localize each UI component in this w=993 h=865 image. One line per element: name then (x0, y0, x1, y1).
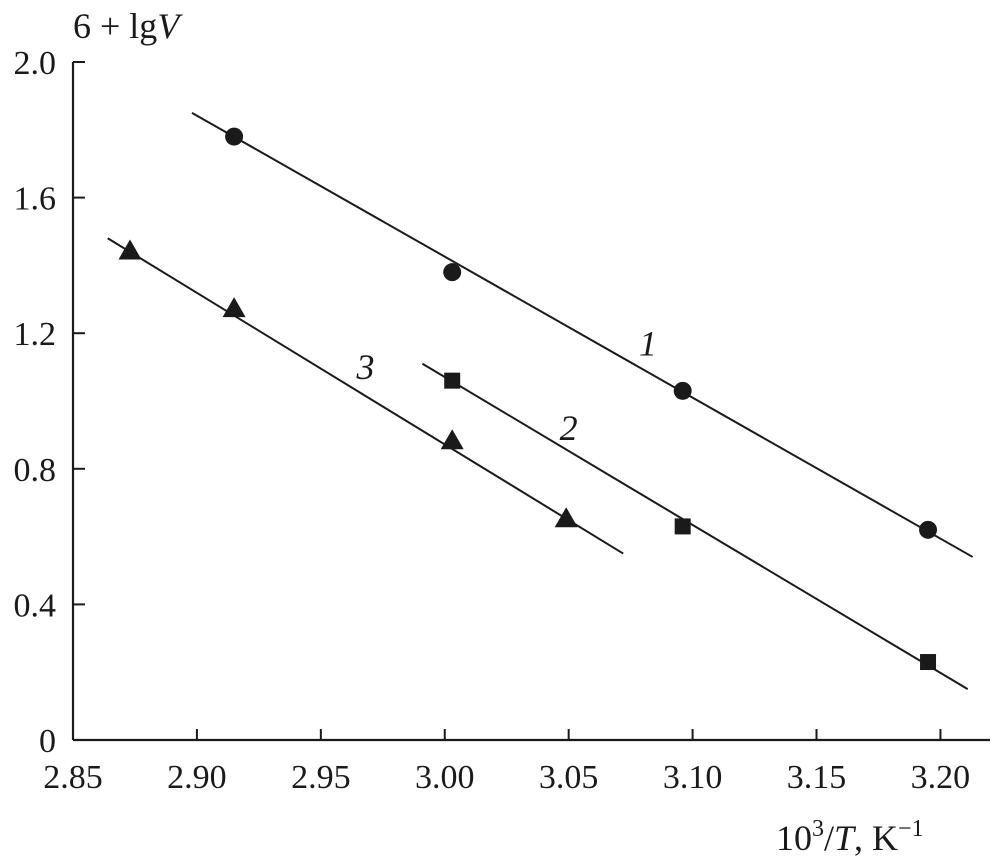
y-tick-label: 1.2 (14, 316, 57, 353)
series-label-2: 2 (560, 408, 578, 448)
x-tick-label: 3.10 (663, 759, 723, 796)
circle-marker (673, 381, 692, 400)
series-label-3: 3 (355, 347, 374, 387)
y-tick-label: 0 (39, 723, 56, 760)
x-tick-label: 2.90 (167, 759, 227, 796)
x-tick-label: 3.05 (539, 759, 599, 796)
y-tick-label: 1.6 (14, 181, 57, 218)
series-labels: 1 2 3 (355, 323, 657, 448)
square-marker (444, 372, 461, 389)
circle-marker (225, 127, 244, 146)
y-axis-title: 6 + lgV (73, 6, 183, 46)
y-tick-label: 0.4 (14, 587, 57, 624)
triangle-marker (440, 429, 464, 450)
x-tick-label: 3.15 (787, 759, 847, 796)
fit-line-3 (107, 237, 624, 555)
triangle-marker (222, 297, 246, 318)
circle-marker (443, 263, 462, 282)
data-markers (118, 127, 938, 671)
x-axis-title: 103/T, K−1 (776, 816, 924, 858)
fit-lines (107, 111, 974, 691)
series-label-1: 1 (639, 323, 657, 363)
x-tick-label: 3.20 (911, 759, 971, 796)
y-tick-label: 2.0 (14, 45, 57, 82)
triangle-marker (118, 239, 142, 260)
y-tick-label: 0.8 (14, 452, 57, 489)
x-tick-label: 2.95 (291, 759, 351, 796)
square-marker (674, 518, 691, 535)
axes: 2.85 2.90 2.95 3.00 3.05 3.10 3.15 3.20 0 0.4 0.8 1… (14, 45, 990, 796)
fit-line-2 (421, 362, 969, 691)
x-tick-label: 3.00 (415, 759, 475, 796)
x-tick-label: 2.85 (43, 759, 103, 796)
square-marker (920, 654, 937, 671)
fit-line-1 (191, 111, 974, 558)
triangle-marker (554, 507, 578, 528)
circle-marker (919, 520, 938, 539)
